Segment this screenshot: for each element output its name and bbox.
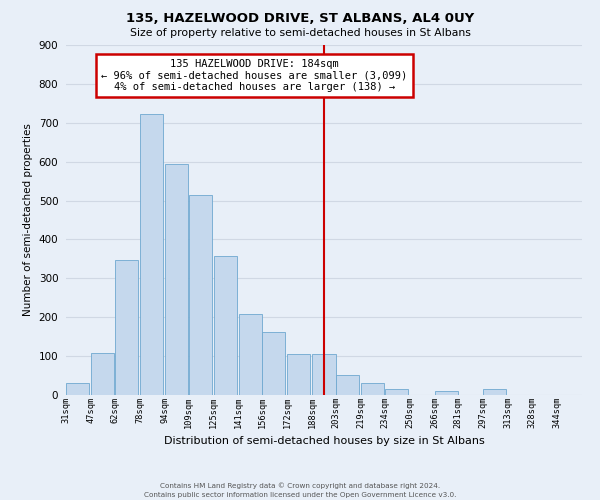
- Text: Size of property relative to semi-detached houses in St Albans: Size of property relative to semi-detach…: [130, 28, 470, 38]
- Bar: [140, 114, 163, 395]
- Bar: [262, 332, 286, 395]
- Bar: [91, 354, 115, 395]
- Bar: [385, 389, 407, 395]
- Bar: [115, 260, 138, 395]
- Bar: [66, 384, 89, 395]
- Bar: [287, 354, 310, 395]
- Bar: [361, 384, 384, 395]
- Text: 135 HAZELWOOD DRIVE: 184sqm
← 96% of semi-detached houses are smaller (3,099)
4%: 135 HAZELWOOD DRIVE: 184sqm ← 96% of sem…: [101, 59, 407, 92]
- Bar: [435, 391, 458, 395]
- Bar: [188, 195, 212, 395]
- Text: Contains public sector information licensed under the Open Government Licence v3: Contains public sector information licen…: [144, 492, 456, 498]
- Bar: [239, 314, 262, 395]
- Text: 135, HAZELWOOD DRIVE, ST ALBANS, AL4 0UY: 135, HAZELWOOD DRIVE, ST ALBANS, AL4 0UY: [126, 12, 474, 26]
- Bar: [336, 375, 359, 395]
- Text: Contains HM Land Registry data © Crown copyright and database right 2024.: Contains HM Land Registry data © Crown c…: [160, 482, 440, 489]
- Bar: [313, 354, 335, 395]
- Bar: [214, 256, 237, 395]
- Bar: [165, 164, 188, 395]
- Y-axis label: Number of semi-detached properties: Number of semi-detached properties: [23, 124, 33, 316]
- X-axis label: Distribution of semi-detached houses by size in St Albans: Distribution of semi-detached houses by …: [164, 436, 484, 446]
- Bar: [484, 389, 506, 395]
